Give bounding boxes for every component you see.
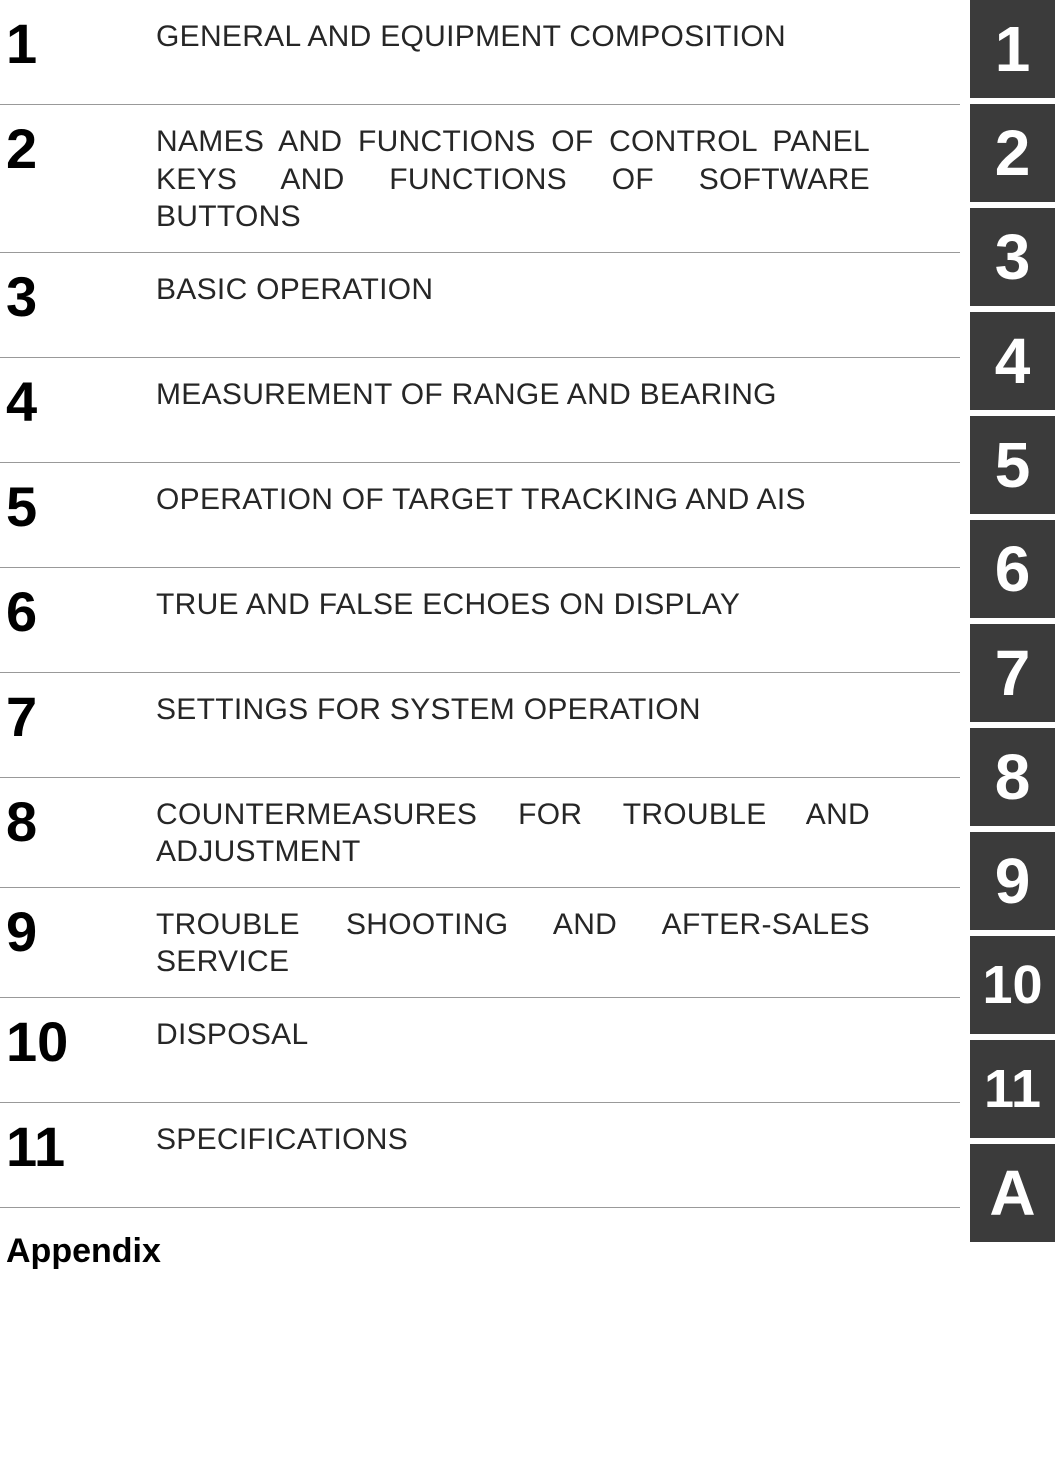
toc-row[interactable]: 2 NAMES AND FUNCTIONS OF CONTROL PANEL K… xyxy=(0,105,960,253)
side-tab-10[interactable]: 10 xyxy=(970,936,1055,1034)
toc-number: 8 xyxy=(0,794,156,850)
toc-title: TROUBLE SHOOTING AND AFTER-SALES SERVICE xyxy=(156,904,960,981)
side-tabs: 1 2 3 4 5 6 7 8 9 10 11 A xyxy=(970,0,1055,1248)
side-tab-1[interactable]: 1 xyxy=(970,0,1055,98)
toc-appendix-row[interactable]: Appendix xyxy=(0,1208,960,1271)
toc-row[interactable]: 4 MEASUREMENT OF RANGE AND BEARING xyxy=(0,358,960,463)
toc-title: NAMES AND FUNCTIONS OF CONTROL PANEL KEY… xyxy=(156,121,960,236)
appendix-label: Appendix xyxy=(0,1232,161,1271)
toc-row[interactable]: 10 DISPOSAL xyxy=(0,998,960,1103)
toc-title: SPECIFICATIONS xyxy=(156,1119,960,1191)
toc-title: OPERATION OF TARGET TRACKING AND AIS xyxy=(156,479,960,551)
side-tab-6[interactable]: 6 xyxy=(970,520,1055,618)
toc-number: 1 xyxy=(0,16,156,72)
toc-number: 6 xyxy=(0,584,156,640)
toc-title: BASIC OPERATION xyxy=(156,269,960,341)
toc-number: 3 xyxy=(0,269,156,325)
side-tab-4[interactable]: 4 xyxy=(970,312,1055,410)
toc-title: GENERAL AND EQUIPMENT COMPOSITION xyxy=(156,16,960,88)
toc-number: 9 xyxy=(0,904,156,960)
toc-row[interactable]: 11 SPECIFICATIONS xyxy=(0,1103,960,1208)
toc-title: TRUE AND FALSE ECHOES ON DISPLAY xyxy=(156,584,960,656)
toc-number: 5 xyxy=(0,479,156,535)
side-tab-9[interactable]: 9 xyxy=(970,832,1055,930)
page: 1 GENERAL AND EQUIPMENT COMPOSITION 2 NA… xyxy=(0,0,1055,1482)
toc-row[interactable]: 9 TROUBLE SHOOTING AND AFTER-SALES SERVI… xyxy=(0,888,960,998)
toc-number: 10 xyxy=(0,1014,156,1070)
side-tab-3[interactable]: 3 xyxy=(970,208,1055,306)
toc-number: 2 xyxy=(0,121,156,177)
toc-row[interactable]: 8 COUNTERMEASURES FOR TROUBLE AND ADJUST… xyxy=(0,778,960,888)
toc-row[interactable]: 7 SETTINGS FOR SYSTEM OPERATION xyxy=(0,673,960,778)
toc-number: 11 xyxy=(0,1119,156,1175)
side-tab-5[interactable]: 5 xyxy=(970,416,1055,514)
toc-number: 4 xyxy=(0,374,156,430)
toc-row[interactable]: 5 OPERATION OF TARGET TRACKING AND AIS xyxy=(0,463,960,568)
side-tab-appendix[interactable]: A xyxy=(970,1144,1055,1242)
side-tab-2[interactable]: 2 xyxy=(970,104,1055,202)
side-tab-8[interactable]: 8 xyxy=(970,728,1055,826)
toc-row[interactable]: 3 BASIC OPERATION xyxy=(0,253,960,358)
toc-title: COUNTERMEASURES FOR TROUBLE AND ADJUSTME… xyxy=(156,794,960,871)
toc-row[interactable]: 6 TRUE AND FALSE ECHOES ON DISPLAY xyxy=(0,568,960,673)
toc-title: SETTINGS FOR SYSTEM OPERATION xyxy=(156,689,960,761)
toc-number: 7 xyxy=(0,689,156,745)
side-tab-11[interactable]: 11 xyxy=(970,1040,1055,1138)
table-of-contents: 1 GENERAL AND EQUIPMENT COMPOSITION 2 NA… xyxy=(0,0,960,1271)
toc-row[interactable]: 1 GENERAL AND EQUIPMENT COMPOSITION xyxy=(0,0,960,105)
toc-title: MEASUREMENT OF RANGE AND BEARING xyxy=(156,374,960,446)
toc-title: DISPOSAL xyxy=(156,1014,960,1086)
side-tab-7[interactable]: 7 xyxy=(970,624,1055,722)
